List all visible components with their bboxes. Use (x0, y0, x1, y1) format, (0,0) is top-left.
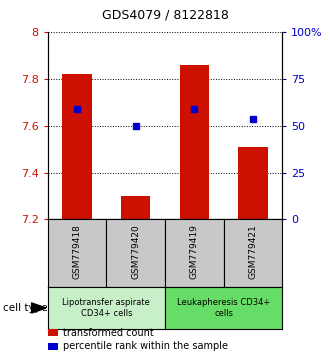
FancyBboxPatch shape (48, 343, 58, 350)
Text: GSM779420: GSM779420 (131, 224, 140, 279)
Bar (62, 74, 92, 219)
Text: GSM779419: GSM779419 (190, 224, 199, 279)
Text: GSM779418: GSM779418 (73, 224, 82, 279)
Text: GSM779421: GSM779421 (248, 224, 257, 279)
Polygon shape (31, 303, 46, 313)
Text: Lipotransfer aspirate
CD34+ cells: Lipotransfer aspirate CD34+ cells (62, 298, 150, 318)
Text: Leukapheresis CD34+
cells: Leukapheresis CD34+ cells (177, 298, 270, 318)
Text: GDS4079 / 8122818: GDS4079 / 8122818 (102, 8, 228, 21)
Bar (238, 147, 268, 219)
Bar (180, 65, 209, 219)
Text: percentile rank within the sample: percentile rank within the sample (63, 341, 228, 351)
Bar (121, 196, 150, 219)
FancyBboxPatch shape (48, 329, 58, 336)
Text: transformed count: transformed count (63, 327, 154, 338)
Text: cell type: cell type (3, 303, 48, 313)
